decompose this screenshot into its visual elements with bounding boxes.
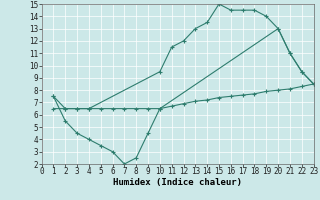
X-axis label: Humidex (Indice chaleur): Humidex (Indice chaleur) [113,178,242,187]
